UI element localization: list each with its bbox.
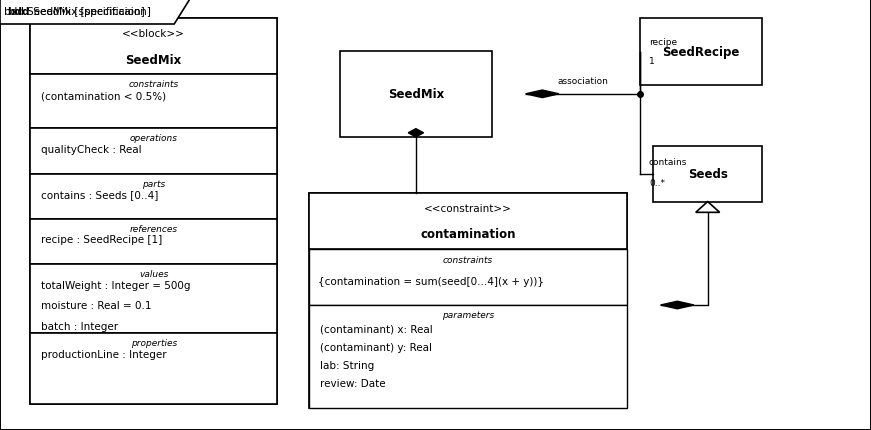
Text: <<constraint>>: <<constraint>>	[424, 203, 512, 214]
FancyBboxPatch shape	[309, 194, 627, 408]
FancyBboxPatch shape	[30, 174, 277, 219]
Text: contains : Seeds [0..4]: contains : Seeds [0..4]	[41, 190, 159, 200]
Text: review: Date: review: Date	[320, 378, 385, 388]
Text: moisture : Real = 0.1: moisture : Real = 0.1	[41, 301, 152, 311]
Text: contains: contains	[649, 158, 687, 166]
FancyBboxPatch shape	[30, 75, 277, 129]
Text: SeedRecipe: SeedRecipe	[663, 46, 739, 59]
Text: properties: properties	[131, 338, 177, 347]
Polygon shape	[408, 129, 423, 138]
Text: {contamination = sum(seed[0...4](x + y))}: {contamination = sum(seed[0...4](x + y))…	[318, 276, 544, 287]
Polygon shape	[660, 301, 694, 309]
Text: references: references	[130, 224, 178, 233]
FancyBboxPatch shape	[30, 129, 277, 174]
Text: 1: 1	[649, 57, 655, 66]
Text: association: association	[557, 77, 608, 85]
FancyBboxPatch shape	[30, 19, 277, 404]
Text: recipe : SeedRecipe [1]: recipe : SeedRecipe [1]	[41, 235, 162, 245]
Text: parameters: parameters	[442, 310, 494, 319]
Polygon shape	[0, 0, 190, 25]
FancyBboxPatch shape	[309, 194, 627, 249]
Text: lab: String: lab: String	[320, 360, 374, 370]
Text: productionLine : Integer: productionLine : Integer	[41, 349, 166, 359]
FancyBboxPatch shape	[30, 264, 277, 333]
Polygon shape	[525, 91, 559, 98]
FancyBboxPatch shape	[309, 249, 627, 305]
Text: qualityCheck : Real: qualityCheck : Real	[41, 144, 142, 155]
FancyBboxPatch shape	[340, 52, 492, 138]
Text: SeedMix: SeedMix	[125, 54, 182, 67]
Text: <<block>>: <<block>>	[122, 29, 186, 40]
FancyBboxPatch shape	[30, 19, 277, 75]
Text: operations: operations	[130, 134, 178, 143]
Text: (contamination < 0.5%): (contamination < 0.5%)	[41, 91, 166, 101]
Text: recipe: recipe	[649, 37, 677, 46]
Text: constraints: constraints	[443, 256, 493, 264]
Text: contamination: contamination	[421, 228, 516, 241]
FancyBboxPatch shape	[653, 146, 762, 202]
Text: Seeds: Seeds	[688, 168, 727, 181]
Text: SeedMix [specificaion]: SeedMix [specificaion]	[30, 7, 152, 18]
Text: values: values	[139, 270, 168, 278]
Text: parts: parts	[142, 179, 165, 188]
Text: 0..*: 0..*	[649, 178, 665, 187]
Text: constraints: constraints	[129, 80, 179, 89]
FancyBboxPatch shape	[30, 333, 277, 404]
FancyBboxPatch shape	[309, 305, 627, 408]
Text: bdd SeedMix [specificaion]: bdd SeedMix [specificaion]	[4, 7, 145, 18]
Text: SeedMix: SeedMix	[388, 88, 444, 101]
FancyBboxPatch shape	[640, 19, 762, 86]
Polygon shape	[696, 202, 719, 213]
Text: batch : Integer: batch : Integer	[41, 321, 118, 332]
Text: totalWeight : Integer = 500g: totalWeight : Integer = 500g	[41, 280, 191, 290]
FancyBboxPatch shape	[30, 219, 277, 264]
Text: (contaminant) x: Real: (contaminant) x: Real	[320, 324, 432, 334]
Text: bdd: bdd	[7, 7, 30, 18]
Text: (contaminant) y: Real: (contaminant) y: Real	[320, 342, 432, 352]
